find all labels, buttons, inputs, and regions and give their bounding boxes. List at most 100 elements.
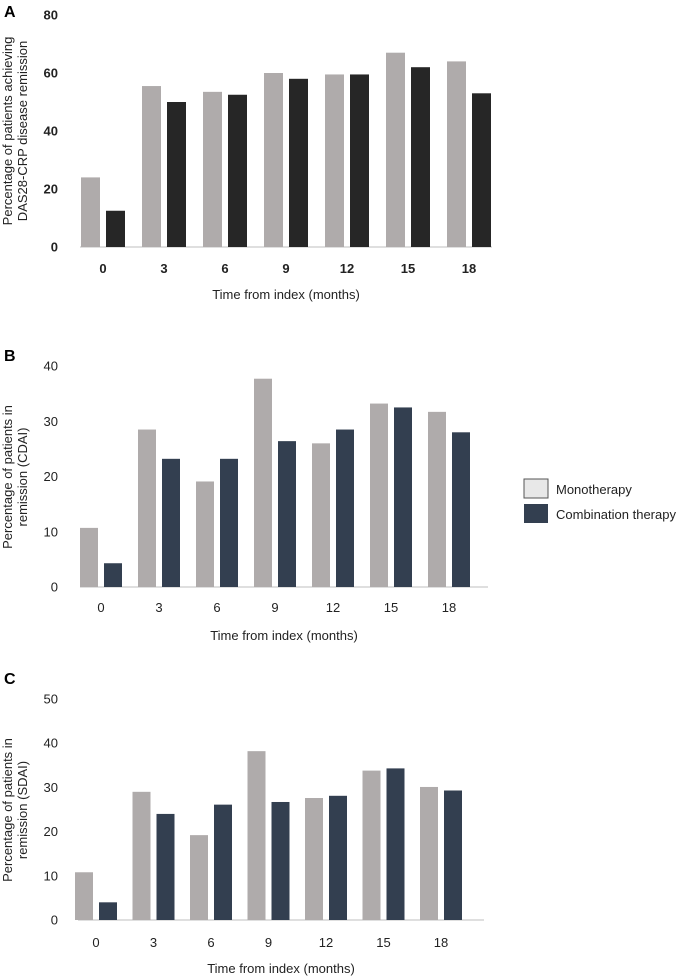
x-tick-label: 18	[462, 261, 476, 276]
y-tick-label: 0	[51, 240, 58, 255]
bar-monotherapy	[428, 411, 446, 587]
x-tick-label: 9	[265, 935, 272, 950]
bar-monotherapy	[80, 527, 98, 587]
bar-monotherapy	[362, 770, 381, 920]
y-tick-label: 0	[51, 913, 58, 928]
x-tick-label: 9	[282, 261, 289, 276]
y-axis-title-line: DAS28-CRP disease remission	[15, 41, 30, 221]
x-tick-label: 15	[401, 261, 415, 276]
y-axis-title-line: Percentage of patients in	[0, 738, 15, 882]
x-tick-label: 6	[213, 600, 220, 615]
bar-monotherapy	[142, 86, 161, 247]
bar-monotherapy	[305, 798, 323, 920]
bar-combination-therapy	[106, 210, 125, 247]
chart-a: 0 20 40 60 80 0 3 6 9 12 15 18 Time from index (mont…	[0, 8, 492, 302]
bar-combination-therapy	[289, 78, 308, 247]
y-axis-title: Percentage of patients achievingDAS28-CR…	[0, 37, 30, 226]
bar-monotherapy	[247, 751, 266, 920]
bar-monotherapy	[254, 378, 272, 587]
y-axis-title-line: remission (SDAI)	[15, 761, 30, 859]
y-axis-title-line: Percentage of patients achieving	[0, 37, 15, 226]
bar-monotherapy	[386, 52, 405, 248]
bar-combination-therapy	[99, 902, 117, 920]
bar-monotherapy	[132, 791, 151, 920]
bar-monotherapy	[81, 177, 100, 247]
y-tick-label: 30	[44, 414, 58, 429]
bar-monotherapy	[264, 73, 283, 247]
x-tick-label: 18	[434, 935, 448, 950]
bar-monotherapy	[190, 835, 208, 920]
bar-combination-therapy	[214, 804, 232, 920]
legend-swatch-monotherapy	[523, 478, 549, 499]
y-axis-title-line: remission (CDAI)	[15, 428, 30, 527]
x-tick-label: 3	[155, 600, 162, 615]
bar-combination-therapy	[329, 795, 347, 920]
y-axis-title-line: Percentage of patients in	[0, 405, 15, 549]
x-axis-title: Time from index (months)	[212, 287, 360, 302]
y-axis-title: Percentage of patients inremission (SDAI…	[0, 738, 30, 882]
bar-monotherapy	[447, 61, 466, 248]
x-tick-label: 12	[326, 600, 340, 615]
y-tick-label: 20	[44, 824, 58, 839]
bar-monotherapy	[75, 872, 93, 920]
y-tick-label: 10	[44, 868, 58, 883]
x-tick-label: 3	[160, 261, 167, 276]
y-tick-label: 80	[44, 8, 58, 23]
chart-b: 0 10 20 30 40 0 3 6 9 12 15 18 Time from index (mont…	[0, 359, 488, 643]
panel-letter-a: A	[4, 4, 16, 21]
x-tick-label: 12	[319, 935, 333, 950]
x-tick-label: 0	[99, 261, 106, 276]
bar-monotherapy	[196, 481, 214, 587]
x-tick-label: 9	[271, 600, 278, 615]
bar-combination-therapy	[104, 563, 122, 587]
y-tick-label: 20	[44, 182, 58, 197]
bar-combination-therapy	[444, 790, 462, 920]
x-axis-title: Time from index (months)	[210, 628, 358, 643]
bar-combination-therapy	[156, 813, 175, 920]
bar-combination-therapy	[336, 429, 354, 587]
bar-combination-therapy	[452, 432, 470, 587]
y-tick-label: 30	[44, 780, 58, 795]
y-tick-label: 40	[44, 736, 58, 751]
x-tick-label: 3	[150, 935, 157, 950]
y-tick-label: 0	[51, 580, 58, 595]
x-axis-title: Time from index (months)	[207, 961, 355, 976]
x-tick-label: 6	[221, 261, 228, 276]
bar-monotherapy	[325, 74, 344, 247]
bar-combination-therapy	[278, 441, 296, 587]
y-tick-label: 40	[44, 124, 58, 139]
bar-combination-therapy	[386, 768, 405, 920]
bar-monotherapy	[138, 429, 156, 587]
x-tick-label: 15	[384, 600, 398, 615]
bar-combination-therapy	[228, 94, 247, 247]
bar-combination-therapy	[162, 458, 180, 587]
y-axis-title: Percentage of patients inremission (CDAI…	[0, 405, 30, 549]
legend-swatch-combination-therapy	[524, 504, 548, 523]
y-tick-label: 20	[44, 469, 58, 484]
x-tick-label: 0	[92, 935, 99, 950]
x-tick-label: 18	[442, 600, 456, 615]
panel-letter-b: B	[4, 348, 16, 365]
x-tick-label: 12	[340, 261, 354, 276]
bar-monotherapy	[203, 91, 222, 247]
legend: Monotherapy Combination therapy	[523, 478, 676, 523]
bar-combination-therapy	[394, 407, 412, 587]
panel-letter-c: C	[4, 671, 16, 688]
bar-monotherapy	[312, 443, 330, 587]
bar-combination-therapy	[411, 67, 430, 247]
bar-monotherapy	[420, 786, 438, 920]
legend-label-combination-therapy: Combination therapy	[556, 507, 676, 522]
bar-combination-therapy	[271, 801, 290, 920]
y-tick-label: 50	[44, 692, 58, 707]
chart-c: 0 10 20 30 40 50 0 3 6 9 12 15 18 Time from index (mo…	[0, 692, 484, 976]
y-tick-label: 40	[44, 359, 58, 374]
bar-combination-therapy	[350, 74, 369, 247]
bar-combination-therapy	[167, 102, 186, 247]
bar-combination-therapy	[220, 458, 238, 587]
bar-monotherapy	[370, 403, 388, 587]
x-tick-label: 6	[207, 935, 214, 950]
legend-label-monotherapy: Monotherapy	[556, 482, 632, 497]
y-tick-label: 60	[44, 66, 58, 81]
bar-combination-therapy	[472, 93, 491, 247]
